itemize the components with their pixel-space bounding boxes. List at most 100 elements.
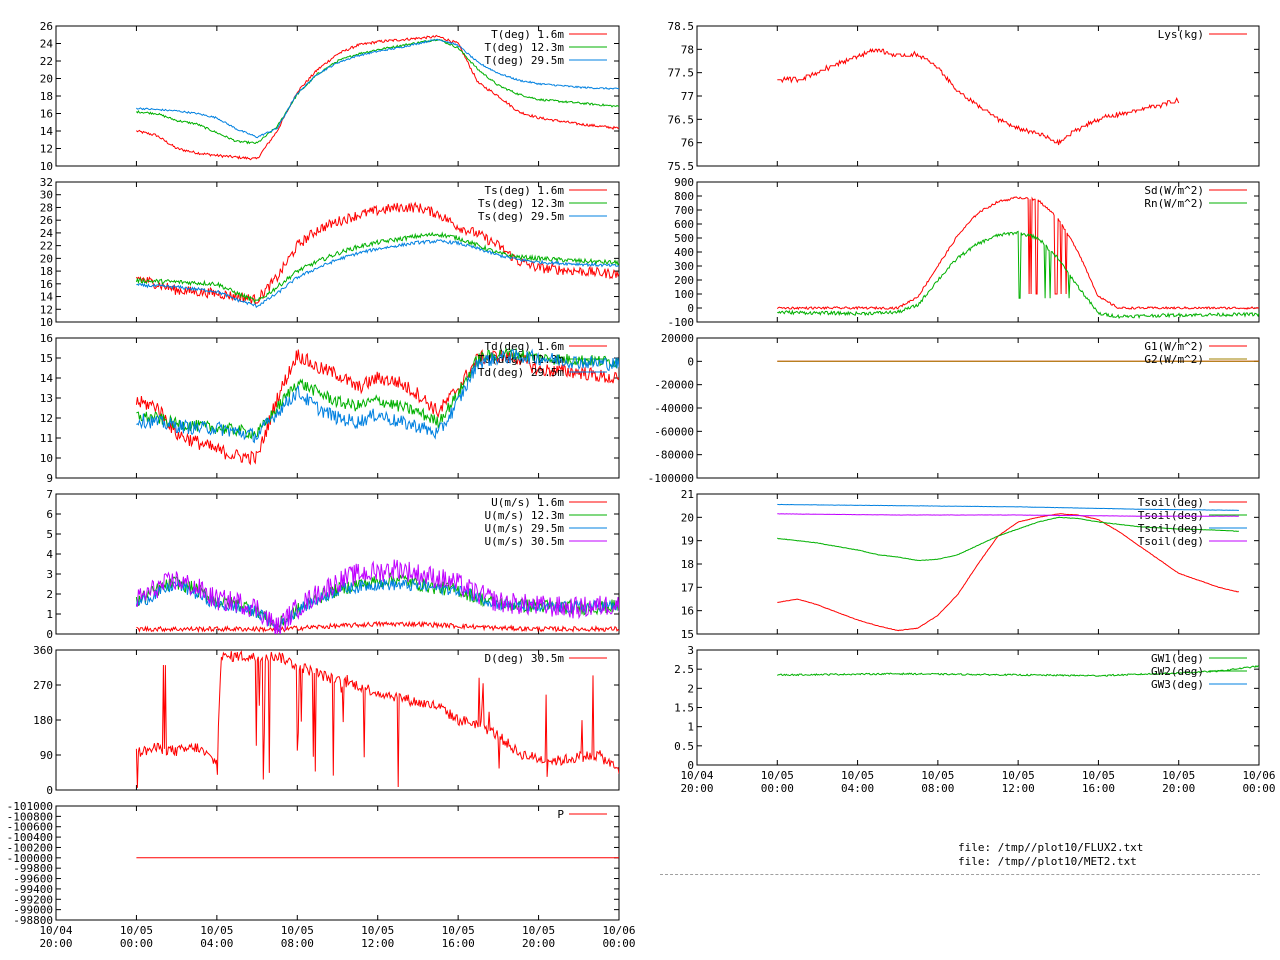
y-tick-label: 0 <box>687 302 694 315</box>
x-tick-label-date: 10/06 <box>1242 769 1275 782</box>
legend-label: U(m/s) 1.6m <box>491 496 564 509</box>
y-tick-label: 16 <box>681 605 694 618</box>
y-tick-label: 28 <box>40 201 53 214</box>
y-tick-label: -101000 <box>7 800 53 813</box>
y-tick-label: 90 <box>40 749 53 762</box>
y-tick-label: 2 <box>46 588 53 601</box>
series-line <box>777 230 1259 320</box>
y-tick-label: 500 <box>674 232 694 245</box>
x-tick-label-time: 00:00 <box>602 937 635 950</box>
y-tick-label: 22 <box>40 55 53 68</box>
legend-label: U(m/s) 30.5m <box>485 535 565 548</box>
x-tick-label-date: 10/05 <box>120 924 153 937</box>
y-tick-label: -99200 <box>13 893 53 906</box>
y-tick-label: 14 <box>40 291 54 304</box>
d-panel: 0 90 180 270 360 D(deg) 30.5m <box>33 644 620 797</box>
y-tick-label: -100400 <box>7 831 53 844</box>
x-tick-label-date: 10/05 <box>761 769 794 782</box>
y-tick-label: 12 <box>40 412 53 425</box>
series-line <box>135 559 619 634</box>
legend-label: Tsoil(deg) <box>1138 496 1204 509</box>
y-tick-label: 17 <box>681 581 694 594</box>
y-tick-label: 2 <box>687 682 694 695</box>
x-tick-label-time: 00:00 <box>120 937 153 950</box>
y-tick-label: 18 <box>40 90 53 103</box>
series-line <box>136 348 619 444</box>
y-tick-label: -99000 <box>13 904 53 917</box>
plot-frame <box>696 25 1260 167</box>
y-tick-label: 20000 <box>661 332 694 345</box>
y-tick-label: 1 <box>46 608 53 621</box>
series-line <box>136 38 619 139</box>
y-tick-label: 2.5 <box>674 663 694 676</box>
y-tick-label: 1.5 <box>674 702 694 715</box>
legend-label: U(m/s) 29.5m <box>485 522 565 535</box>
y-tick-label: 180 <box>33 714 53 727</box>
y-tick-label: 15 <box>681 628 694 641</box>
y-tick-label: 20 <box>40 73 53 86</box>
y-tick-label: 24 <box>40 38 54 51</box>
x-tick-label-date: 10/04 <box>39 924 72 937</box>
y-tick-label: -100200 <box>7 841 53 854</box>
y-tick-label: 78.5 <box>668 20 695 33</box>
x-tick-label-date: 10/05 <box>442 924 475 937</box>
series-line <box>777 513 1239 517</box>
gw-panel: 00.511.522.5310/0420:0010/0500:0010/0504… <box>674 644 1275 795</box>
y-tick-label: -60000 <box>654 425 694 438</box>
legend-label: U(m/s) 12.3m <box>485 509 565 522</box>
y-tick-label: -100000 <box>648 472 694 485</box>
y-tick-label: -20000 <box>654 379 694 392</box>
y-tick-label: 76.5 <box>668 113 695 126</box>
x-tick-label-date: 10/05 <box>921 769 954 782</box>
g-panel: -100000 -80000 -60000 -40000 -20000 0 20000 G1(… <box>648 332 1260 485</box>
y-tick-label: 16 <box>40 332 53 345</box>
y-tick-label: 700 <box>674 204 694 217</box>
y-tick-label: 18 <box>40 265 53 278</box>
plot-frame <box>55 181 620 323</box>
x-tick-label-date: 10/05 <box>200 924 233 937</box>
legend-label: Td(deg) 1.6m <box>485 340 565 353</box>
legend-label: Ts(deg) 29.5m <box>478 210 564 223</box>
x-tick-label-date: 10/04 <box>680 769 713 782</box>
y-tick-label: 3 <box>687 644 694 657</box>
y-tick-label: 4 <box>46 548 53 561</box>
x-tick-label-date: 10/05 <box>1162 769 1195 782</box>
x-tick-label-date: 10/05 <box>361 924 394 937</box>
y-tick-label: 14 <box>40 125 54 138</box>
y-tick-label: 21 <box>681 488 694 501</box>
x-tick-label-time: 20:00 <box>1162 782 1195 795</box>
y-tick-label: 76 <box>681 137 694 150</box>
legend-label: Rn(W/m^2) <box>1144 197 1204 210</box>
y-tick-label: 75.5 <box>668 160 695 173</box>
x-tick-label-date: 10/05 <box>1002 769 1035 782</box>
y-tick-label: 77 <box>681 90 694 103</box>
legend-label: Ts(deg) 1.6m <box>485 184 565 197</box>
y-tick-label: 14 <box>40 372 54 385</box>
y-tick-label: -99400 <box>13 883 53 896</box>
y-tick-label: 1 <box>687 721 694 734</box>
y-tick-label: 32 <box>40 176 53 189</box>
footer-separator <box>660 874 1260 875</box>
footer-file-met: file: /tmp//plot10/MET2.txt <box>958 855 1137 868</box>
y-tick-label: 360 <box>33 644 53 657</box>
legend-label: T(deg) 29.5m <box>485 54 565 67</box>
y-tick-label: 10 <box>40 316 53 329</box>
x-tick-label-time: 08:00 <box>281 937 314 950</box>
series-line <box>135 349 619 466</box>
y-tick-label: 900 <box>674 176 694 189</box>
y-tick-label: 77.5 <box>668 67 695 80</box>
legend-label: P <box>557 808 564 821</box>
series-line <box>136 34 619 161</box>
legend-label: Sd(W/m^2) <box>1144 184 1204 197</box>
legend-label: Ts(deg) 12.3m <box>478 197 564 210</box>
plot-frame <box>55 805 620 921</box>
x-tick-label-time: 04:00 <box>841 782 874 795</box>
series-line <box>135 231 619 304</box>
y-tick-label: 13 <box>40 392 53 405</box>
y-tick-label: 7 <box>46 488 53 501</box>
legend-label: Tsoil(deg) <box>1138 535 1204 548</box>
y-tick-label: 5 <box>46 528 53 541</box>
x-tick-label-date: 10/05 <box>1082 769 1115 782</box>
series-line <box>136 620 619 634</box>
